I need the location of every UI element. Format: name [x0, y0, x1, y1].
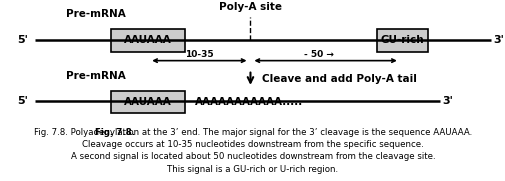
Text: Fig. 7.8.: Fig. 7.8.	[95, 128, 410, 137]
Text: 5': 5'	[17, 96, 28, 106]
FancyBboxPatch shape	[376, 29, 427, 52]
Text: A second signal is located about 50 nucleotides downstream from the cleavage sit: A second signal is located about 50 nucl…	[71, 152, 434, 161]
Text: 10-35: 10-35	[185, 50, 213, 59]
Text: Cleave and add Poly-A tail: Cleave and add Poly-A tail	[261, 74, 416, 84]
Text: 3': 3'	[442, 96, 452, 106]
Text: This signal is a GU-rich or U-rich region.: This signal is a GU-rich or U-rich regio…	[167, 165, 338, 174]
Text: AAUAAA: AAUAAA	[124, 35, 172, 45]
FancyBboxPatch shape	[111, 90, 184, 113]
Text: Pre-mRNA: Pre-mRNA	[66, 71, 126, 81]
Text: Fig. 7.8. Polyadenylation at the 3’ end. The major signal for the 3’ cleavage is: Fig. 7.8. Polyadenylation at the 3’ end.…	[34, 128, 471, 137]
Text: Pre-mRNA: Pre-mRNA	[66, 9, 126, 19]
Text: Poly-A site: Poly-A site	[219, 2, 281, 12]
Text: AAUAAA: AAUAAA	[124, 97, 172, 107]
Text: AAAAAAAAAAA.....: AAAAAAAAAAA.....	[194, 97, 302, 107]
Text: Cleavage occurs at 10-35 nucleotides downstream from the specific sequence.: Cleavage occurs at 10-35 nucleotides dow…	[82, 140, 423, 149]
Text: - 50 →: - 50 →	[303, 50, 333, 59]
Text: GU-rich: GU-rich	[380, 35, 423, 45]
FancyBboxPatch shape	[111, 29, 184, 52]
Text: 3': 3'	[492, 35, 503, 45]
Text: 5': 5'	[17, 35, 28, 45]
